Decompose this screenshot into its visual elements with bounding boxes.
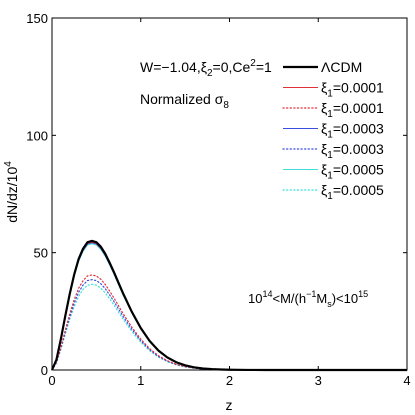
normalization-annotation: Normalized σ8 bbox=[140, 91, 229, 111]
y-axis-label: dN/dz/104 bbox=[3, 161, 20, 223]
mass-range-annotation: 1014<M/(h−1Ms)<1015 bbox=[248, 289, 368, 309]
x-tick-label: 3 bbox=[315, 373, 322, 388]
x-tick-label: 0 bbox=[48, 373, 55, 388]
y-tick-label: 100 bbox=[26, 128, 48, 143]
legend-entry-0: ΛCDM bbox=[321, 59, 362, 75]
y-tick-label: 0 bbox=[41, 363, 48, 378]
legend-entry-6: ξ1=0.0005 bbox=[321, 182, 384, 202]
legend-entry-3: ξ1=0.0003 bbox=[321, 121, 384, 141]
series-lines bbox=[50, 239, 408, 372]
y-axis-ticks: 0 50 100 150 bbox=[26, 11, 407, 378]
x-axis-label: z bbox=[226, 397, 233, 413]
legend: ΛCDMξ1=0.0001ξ1=0.0001ξ1=0.0003ξ1=0.0003… bbox=[282, 59, 384, 202]
legend-entry-5: ξ1=0.0005 bbox=[321, 162, 384, 182]
y-tick-label: 150 bbox=[26, 11, 48, 26]
legend-entry-4: ξ1=0.0003 bbox=[321, 141, 384, 161]
x-tick-label: 1 bbox=[137, 373, 144, 388]
parameters-annotation: W=−1.04,ξ2=0,Ce2=1 bbox=[140, 58, 272, 79]
series-line-0 bbox=[50, 239, 407, 372]
x-tick-label: 2 bbox=[226, 373, 233, 388]
y-tick-label: 50 bbox=[34, 246, 48, 261]
legend-entry-2: ξ1=0.0001 bbox=[321, 100, 384, 120]
plot-area bbox=[51, 17, 408, 371]
legend-entry-1: ξ1=0.0001 bbox=[321, 80, 384, 100]
x-tick-label: 4 bbox=[403, 373, 410, 388]
